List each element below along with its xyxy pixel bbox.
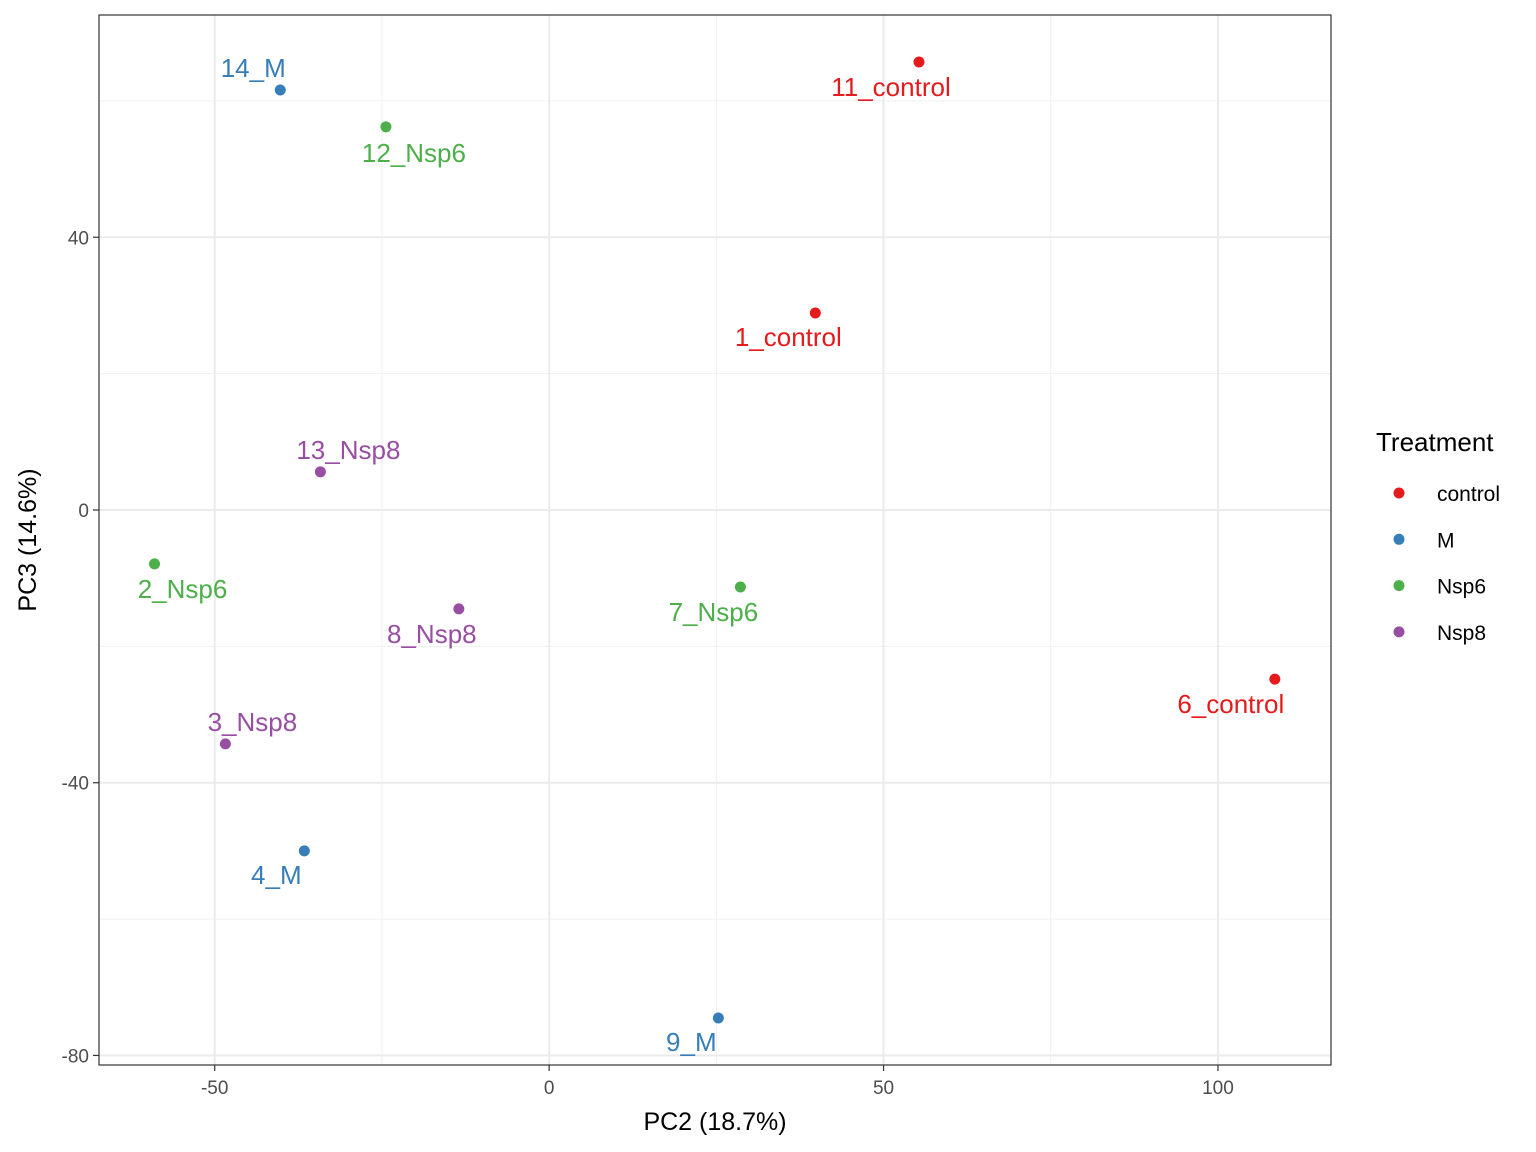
point-label: 11_control <box>831 72 951 102</box>
plot-panel-border <box>98 14 1332 1066</box>
point-label: 6_control <box>1177 689 1284 719</box>
point-label: 13_Nsp8 <box>296 435 400 465</box>
legend-key-Nsp6 <box>1393 580 1405 592</box>
point-label: 7_Nsp6 <box>669 597 759 627</box>
data-point-11_control <box>913 56 925 68</box>
x-axis-title: PC2 (18.7%) <box>643 1108 786 1136</box>
axis-ticks: -50 0 50 100 -80 -40 0 40 <box>62 228 1234 1099</box>
data-point-2_Nsp6 <box>149 558 161 570</box>
data-point-4_M <box>298 845 310 857</box>
y-axis-title: PC3 (14.6%) <box>14 468 42 611</box>
y-tick-label: 0 <box>78 501 89 522</box>
legend-label: control <box>1437 483 1500 506</box>
y-tick-label: -40 <box>62 774 89 795</box>
data-point-13_Nsp8 <box>314 466 326 478</box>
point-label: 2_Nsp6 <box>138 574 228 604</box>
legend-key-Nsp8 <box>1393 626 1405 638</box>
point-label: 4_M <box>251 860 302 890</box>
legend-title: Treatment <box>1376 427 1494 457</box>
legend-label: M <box>1437 529 1455 552</box>
grid <box>99 15 1331 1065</box>
y-tick-label: -80 <box>62 1046 89 1067</box>
point-label: 8_Nsp8 <box>387 619 477 649</box>
x-tick-label: 100 <box>1202 1078 1234 1099</box>
data-point-14_M <box>274 84 286 96</box>
x-tick-label: -50 <box>201 1078 228 1099</box>
legend-key-M <box>1393 533 1405 545</box>
point-label: 3_Nsp8 <box>208 707 298 737</box>
data-point-7_Nsp6 <box>734 581 746 593</box>
point-label: 14_M <box>221 53 286 83</box>
data-point-6_control <box>1269 673 1281 685</box>
point-label: 12_Nsp6 <box>362 138 466 168</box>
data-point-3_Nsp8 <box>219 738 231 750</box>
data-point-9_M <box>712 1012 724 1024</box>
legend: Treatment control M Nsp6 Nsp8 <box>1376 427 1500 645</box>
y-tick-label: 40 <box>68 228 89 249</box>
x-tick-label: 50 <box>873 1078 894 1099</box>
data-point-1_control <box>809 307 821 319</box>
legend-key-control <box>1393 487 1405 499</box>
data-points: 14_M 12_Nsp6 11_control 1_control 13_Nsp8 2_N… <box>138 53 1285 1057</box>
data-point-12_Nsp6 <box>380 121 392 133</box>
plot-panel <box>99 15 1331 1065</box>
legend-label: Nsp6 <box>1437 576 1486 599</box>
data-point-8_Nsp8 <box>453 603 465 615</box>
point-label: 9_M <box>666 1027 717 1057</box>
point-label: 1_control <box>735 322 842 352</box>
x-tick-label: 0 <box>544 1078 555 1099</box>
legend-label: Nsp8 <box>1437 622 1486 645</box>
